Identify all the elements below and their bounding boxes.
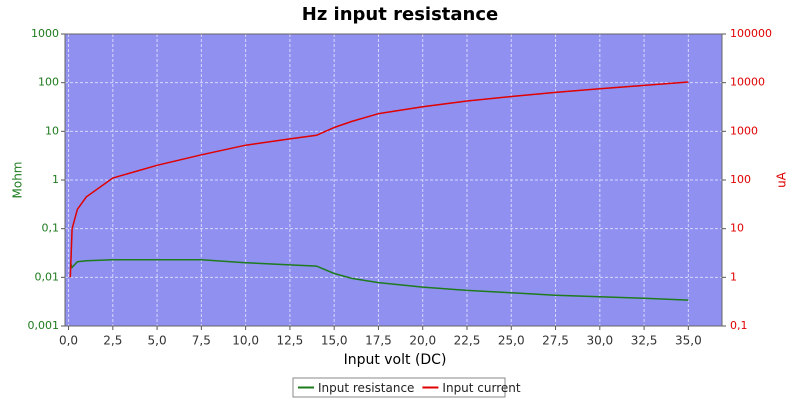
y-tick-label: 0,1: [42, 222, 60, 235]
x-tick-label: 32,5: [631, 334, 658, 348]
y2-tick-label: 10000: [730, 76, 765, 89]
y2-axis-label: uA: [775, 171, 789, 188]
x-tick-label: 5,0: [148, 334, 167, 348]
y-tick-label: 100: [38, 76, 59, 89]
y2-tick-label: 100000: [730, 27, 772, 40]
y2-tick-label: 1: [730, 270, 737, 283]
legend-item: Input resistance: [298, 381, 414, 395]
x-tick-label: 20,0: [409, 334, 436, 348]
y2-tick-label: 100: [730, 173, 751, 186]
x-tick-label: 17,5: [365, 334, 392, 348]
x-tick-label: 0,0: [59, 334, 78, 348]
x-tick-label: 22,5: [454, 334, 481, 348]
legend-label: Input resistance: [318, 381, 414, 395]
x-tick-label: 15,0: [321, 334, 348, 348]
y-tick-label: 10: [45, 124, 59, 137]
chart-title: Hz input resistance: [302, 4, 499, 25]
y-tick-label: 1000: [31, 27, 59, 40]
y2-tick-label: 1000: [730, 124, 758, 137]
y2-tick-label: 0,1: [730, 319, 748, 332]
legend-box: [292, 377, 506, 398]
y-axis-label: Mohm: [11, 162, 25, 199]
x-tick-label: 35,0: [675, 334, 702, 348]
y-tick-label: 0,001: [28, 319, 60, 332]
legend-item: Input current: [422, 381, 521, 395]
x-tick-label: 30,0: [586, 334, 613, 348]
y2-tick-label: 10: [730, 222, 744, 235]
x-tick-label: 2,5: [103, 334, 122, 348]
x-tick-label: 10,0: [232, 334, 259, 348]
x-tick-label: 7,5: [192, 334, 211, 348]
x-tick-label: 12,5: [277, 334, 304, 348]
plot-area: [65, 34, 722, 326]
series-line: [69, 258, 689, 301]
plot-frame: [64, 33, 723, 327]
series-line: [69, 81, 689, 278]
legend-label: Input current: [442, 381, 520, 395]
x-tick-label: 25,0: [498, 334, 525, 348]
x-tick-label: 27,5: [542, 334, 569, 348]
y-tick-label: 1: [52, 173, 59, 186]
x-axis-label: Input volt (DC): [344, 352, 447, 368]
y-tick-label: 0,01: [35, 270, 60, 283]
